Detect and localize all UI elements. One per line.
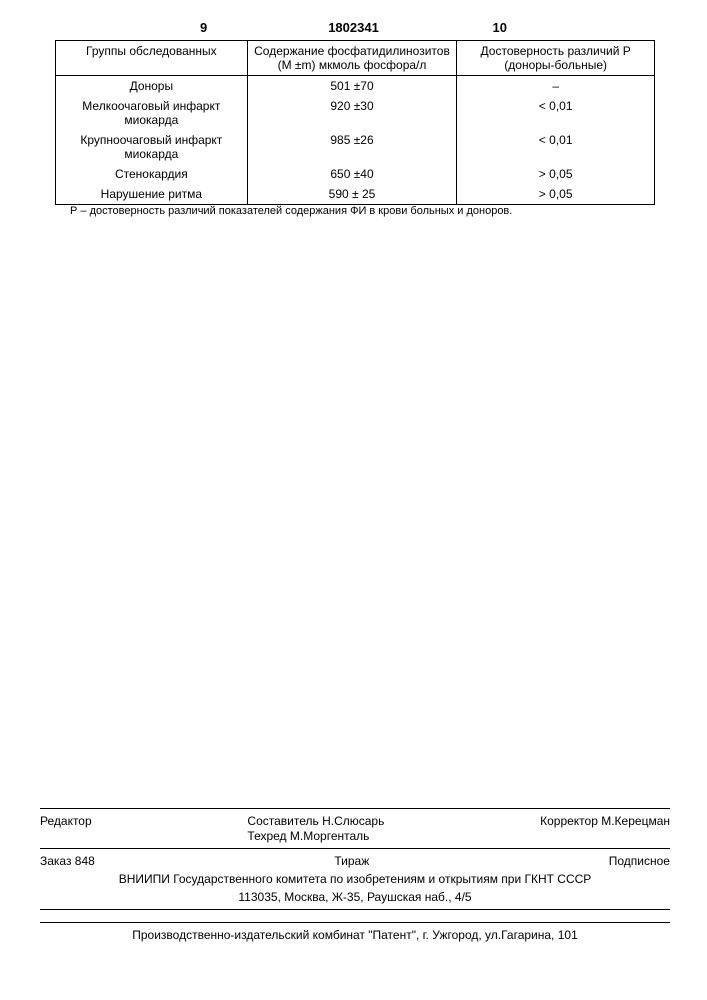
table-row: Мелкоочаговый инфаркт миокарда 920 ±30 <… (56, 96, 655, 130)
page-left-number: 9 (200, 20, 207, 35)
cell-value: 501 ±70 (247, 76, 457, 97)
cell-p: < 0,01 (457, 130, 655, 164)
footer-credits-row: Редактор Составитель Н.Слюсарь Техред М.… (40, 812, 670, 845)
corrector: Корректор М.Керецман (540, 814, 670, 843)
footer-publisher: Производственно-издательский комбинат "П… (40, 926, 670, 944)
table-header-content: Содержание фосфатидилинозитов (M ±m) мкм… (247, 41, 457, 76)
table-row: Нарушение ритма 590 ± 25 > 0,05 (56, 184, 655, 205)
tirazh-label: Тираж (334, 854, 369, 868)
cell-p: > 0,05 (457, 184, 655, 205)
table-row: Доноры 501 ±70 – (56, 76, 655, 97)
cell-group: Стенокардия (56, 164, 248, 184)
cell-group: Нарушение ритма (56, 184, 248, 205)
table-header-p: Достоверность различий Р (доноры-больные… (457, 41, 655, 76)
table-row: Крупноочаговый инфаркт миокарда 985 ±26 … (56, 130, 655, 164)
cell-group: Крупноочаговый инфаркт миокарда (56, 130, 248, 164)
subscription-label: Подписное (609, 854, 670, 868)
footer-org: ВНИИПИ Государственного комитета по изоб… (40, 870, 670, 888)
table-row: Стенокардия 650 ±40 > 0,05 (56, 164, 655, 184)
patent-number: 1802341 (328, 20, 379, 35)
footer-divider (40, 848, 670, 849)
cell-value: 985 ±26 (247, 130, 457, 164)
footer-addr: 113035, Москва, Ж-35, Раушская наб., 4/5 (40, 888, 670, 906)
footer-order-row: Заказ 848 Тираж Подписное (40, 852, 670, 870)
cell-group: Мелкоочаговый инфаркт миокарда (56, 96, 248, 130)
cell-value: 650 ±40 (247, 164, 457, 184)
footer-divider (40, 922, 670, 923)
cell-p: – (457, 76, 655, 97)
data-table: Группы обследованных Содержание фосфатид… (55, 40, 655, 205)
footer-divider (40, 909, 670, 910)
cell-group: Доноры (56, 76, 248, 97)
data-table-container: Группы обследованных Содержание фосфатид… (55, 40, 655, 205)
techred: Техред М.Моргенталь (247, 829, 384, 843)
cell-value: 920 ±30 (247, 96, 457, 130)
editor-label: Редактор (40, 814, 92, 843)
page-right-number: 10 (493, 20, 507, 35)
footer-credits-center: Составитель Н.Слюсарь Техред М.Моргентал… (247, 814, 384, 843)
cell-p: < 0,01 (457, 96, 655, 130)
cell-value: 590 ± 25 (247, 184, 457, 205)
order-number: Заказ 848 (40, 854, 95, 868)
page-header: 9 1802341 10 (0, 20, 707, 35)
footer-block: Редактор Составитель Н.Слюсарь Техред М.… (40, 805, 670, 944)
compositor: Составитель Н.Слюсарь (247, 814, 384, 828)
cell-p: > 0,05 (457, 164, 655, 184)
table-footnote: Р – достоверность различий показателей с… (70, 205, 660, 217)
footer-divider (40, 808, 670, 809)
table-header-groups: Группы обследованных (56, 41, 248, 76)
